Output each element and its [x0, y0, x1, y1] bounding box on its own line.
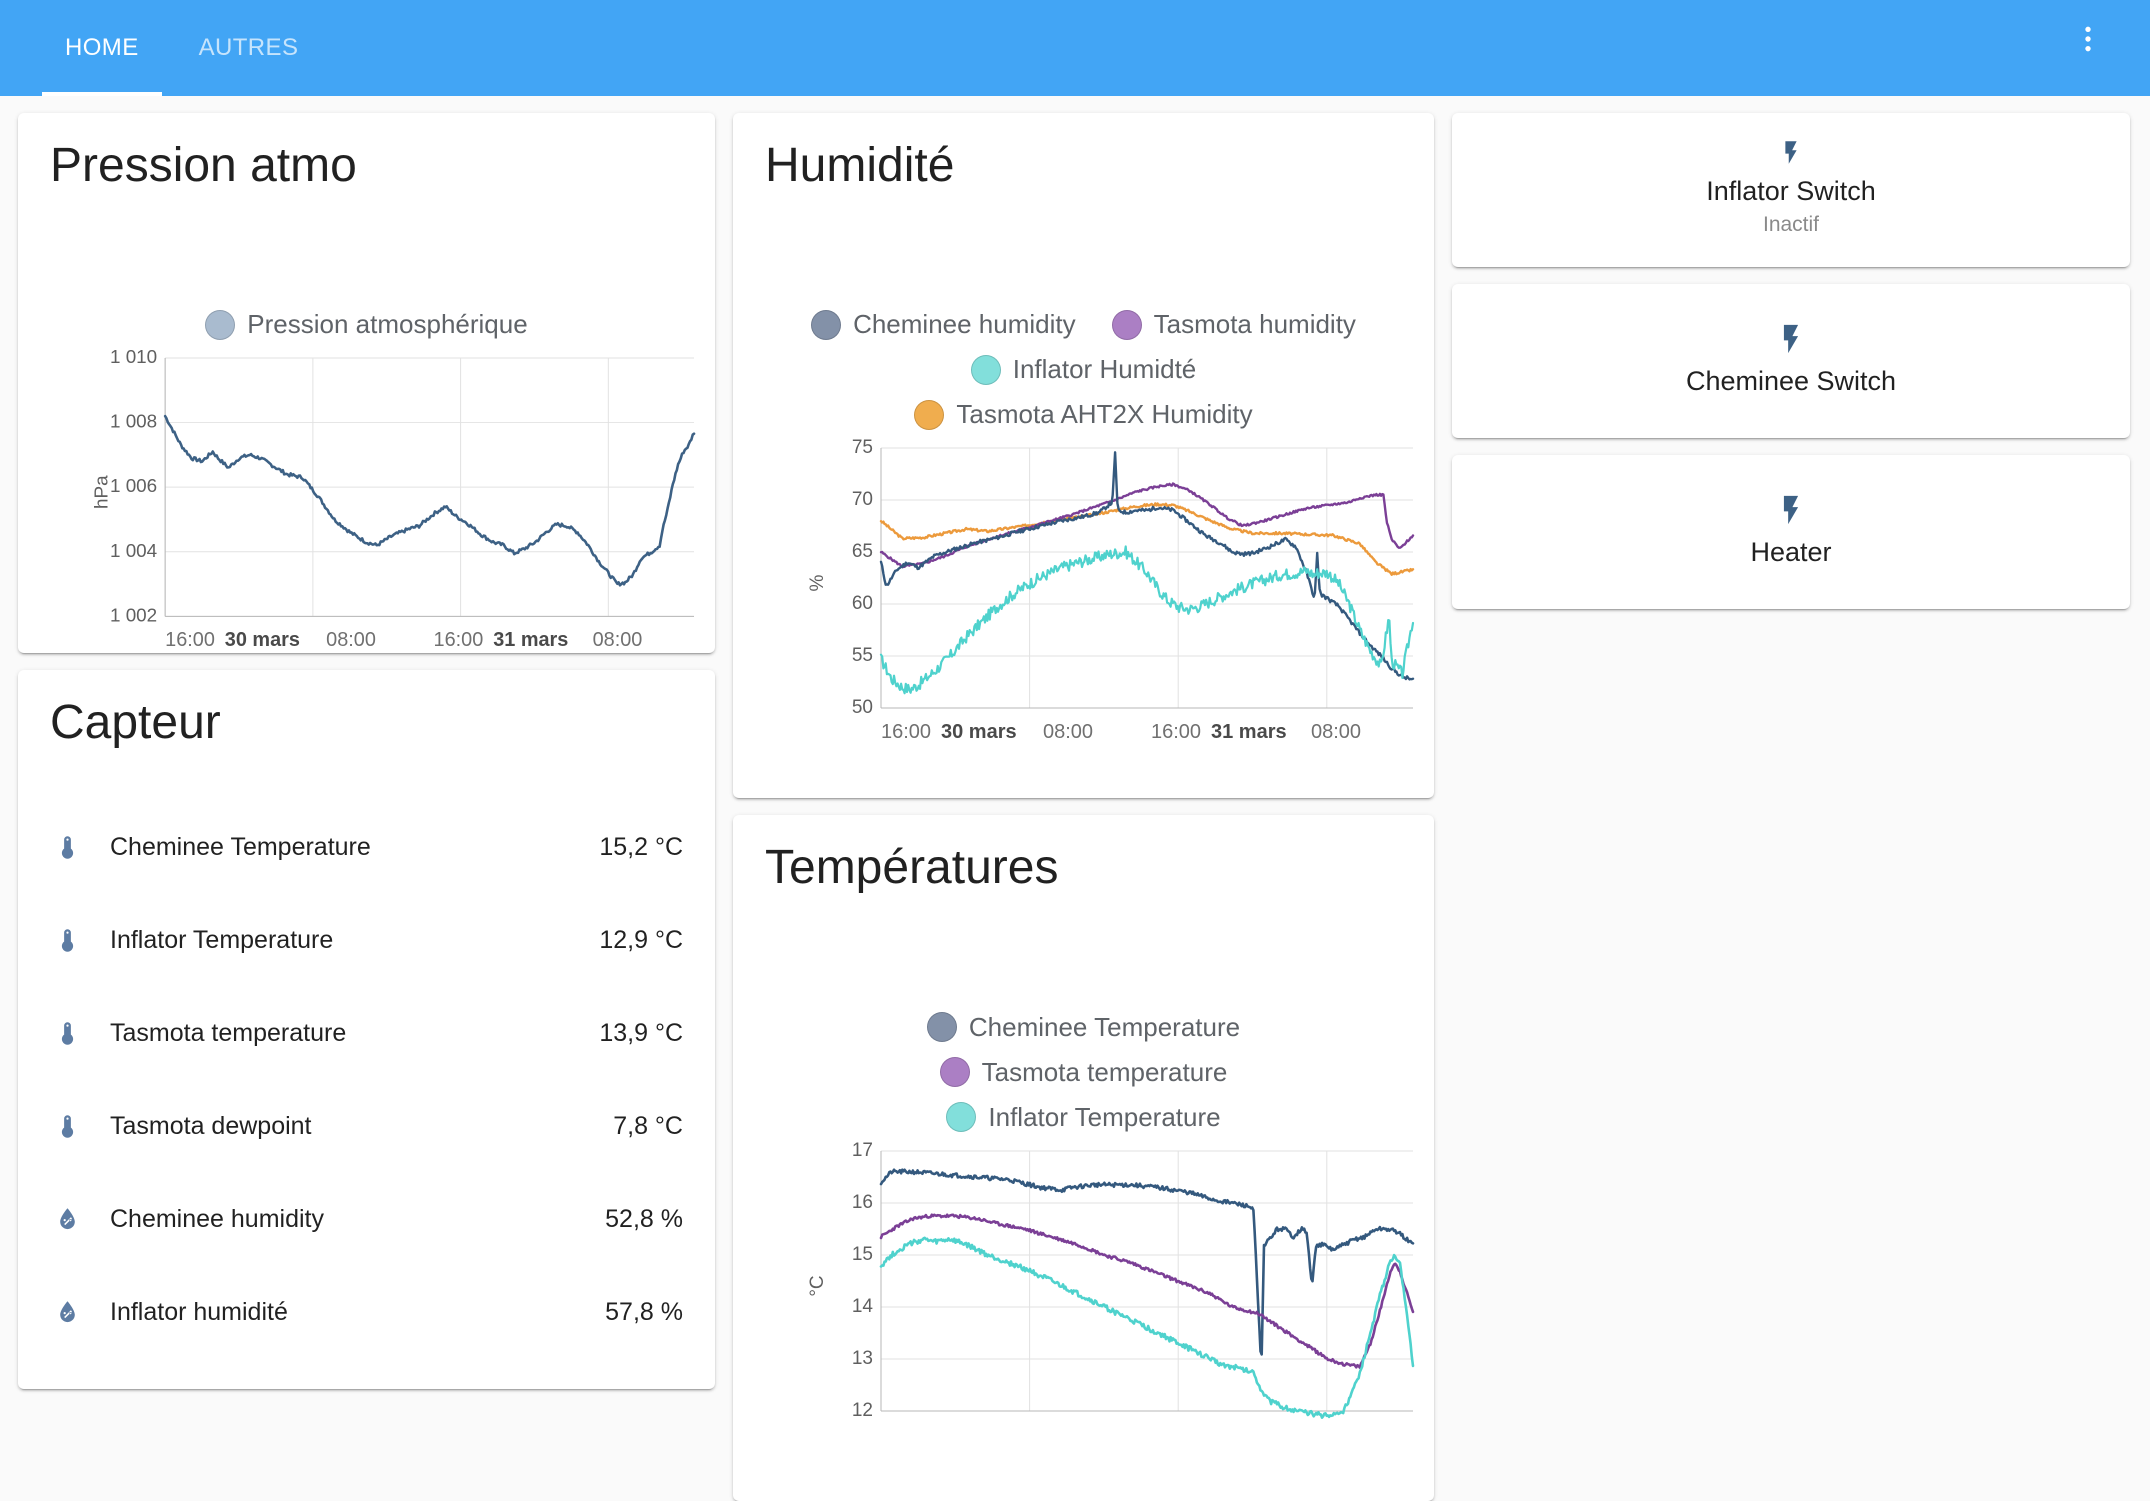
svg-text:08:00: 08:00 — [593, 630, 643, 652]
svg-text:16:00: 16:00 — [881, 721, 931, 743]
svg-text:65: 65 — [852, 541, 873, 562]
svg-text:%: % — [807, 575, 828, 592]
svg-text:30 mars: 30 mars — [225, 630, 300, 652]
svg-text:70: 70 — [852, 489, 873, 510]
svg-text:30 mars: 30 mars — [941, 721, 1017, 743]
svg-text:60: 60 — [852, 593, 873, 614]
svg-text:°C: °C — [807, 1275, 828, 1296]
svg-text:17: 17 — [852, 1141, 873, 1161]
svg-text:1 002: 1 002 — [110, 606, 157, 627]
svg-text:hPa: hPa — [91, 475, 112, 509]
svg-text:50: 50 — [852, 697, 873, 718]
svg-text:31 mars: 31 mars — [1211, 721, 1287, 743]
svg-text:31 mars: 31 mars — [493, 630, 568, 652]
svg-text:08:00: 08:00 — [1311, 721, 1361, 743]
svg-text:13: 13 — [852, 1348, 873, 1369]
svg-text:1 008: 1 008 — [110, 412, 157, 433]
svg-text:16: 16 — [852, 1192, 873, 1213]
svg-text:1 004: 1 004 — [110, 541, 157, 562]
svg-text:08:00: 08:00 — [1043, 721, 1093, 743]
svg-text:14: 14 — [852, 1296, 874, 1317]
svg-text:55: 55 — [852, 645, 873, 666]
svg-text:16:00: 16:00 — [434, 630, 484, 652]
svg-text:1 010: 1 010 — [110, 348, 157, 368]
svg-text:16:00: 16:00 — [1151, 721, 1201, 743]
svg-text:12: 12 — [852, 1400, 873, 1421]
svg-text:15: 15 — [852, 1244, 873, 1265]
svg-text:75: 75 — [852, 438, 873, 458]
svg-text:16:00: 16:00 — [165, 630, 215, 652]
svg-text:1 006: 1 006 — [110, 477, 157, 498]
svg-text:08:00: 08:00 — [326, 630, 376, 652]
